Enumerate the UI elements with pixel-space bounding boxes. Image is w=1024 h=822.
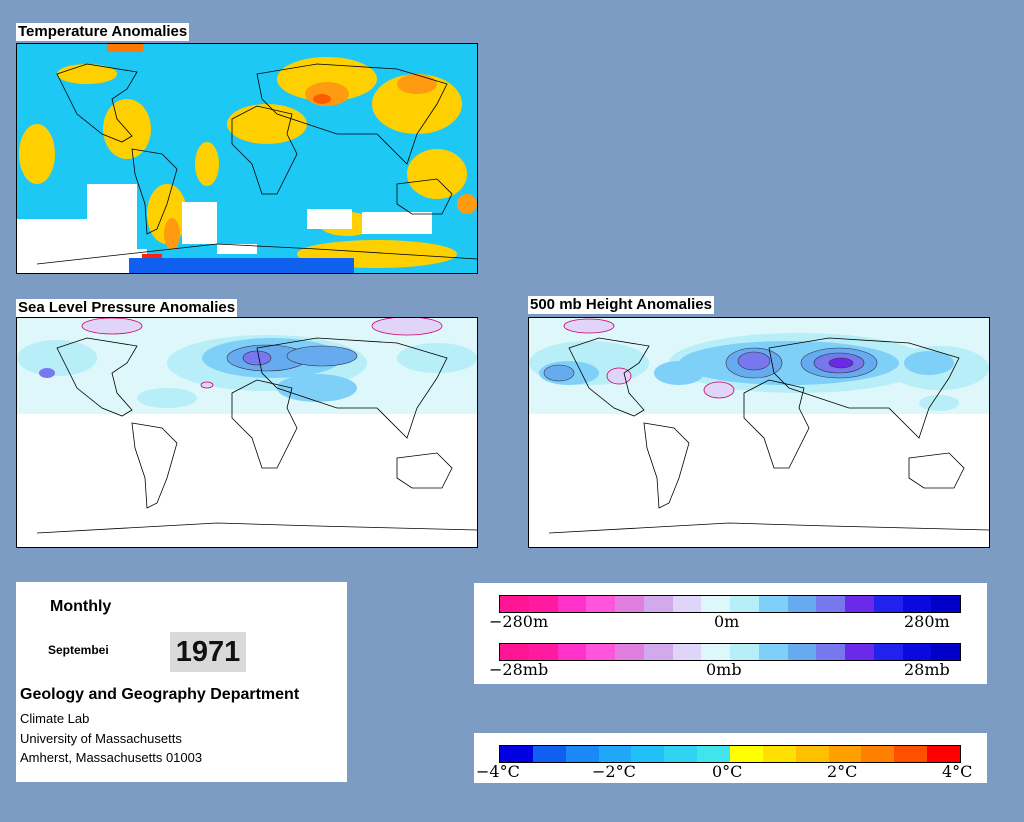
temperature-color-swatch — [730, 746, 763, 762]
temperature-color-swatch — [500, 746, 533, 762]
height-500mb-title: 500 mb Height Anomalies — [528, 296, 714, 314]
pressure-color-swatch — [787, 644, 817, 660]
temperature-color-swatch — [861, 746, 895, 762]
height-min-label: −280m — [489, 612, 549, 631]
height-color-swatch — [816, 596, 845, 612]
pressure-color-swatch — [643, 644, 673, 660]
height-max-label: 280m — [904, 612, 950, 631]
temperature-color-swatch — [795, 746, 829, 762]
sea-level-pressure-title: Sea Level Pressure Anomalies — [16, 299, 238, 317]
pressure-color-swatch — [902, 644, 932, 660]
pressure-min-label: −28mb — [489, 660, 549, 679]
height-color-swatch — [586, 596, 615, 612]
temperature-anomaly-map — [16, 43, 478, 274]
temperature-color-swatch — [697, 746, 731, 762]
temperature-color-swatch — [664, 746, 698, 762]
height-color-swatch — [528, 596, 558, 612]
height-500mb-map — [528, 317, 990, 548]
pressure-color-swatch — [701, 644, 730, 660]
height-color-swatch — [873, 596, 903, 612]
pressure-color-swatch — [528, 644, 558, 660]
height-color-swatch — [615, 596, 644, 612]
pressure-color-swatch — [500, 644, 529, 660]
department-name: Geology and Geography Department — [20, 686, 300, 703]
height-color-bar — [499, 595, 961, 613]
temperature-color-swatch — [927, 746, 961, 762]
height-mid-label: 0m — [714, 612, 740, 631]
height-color-swatch — [500, 596, 529, 612]
temperature-color-swatch — [762, 746, 796, 762]
temperature-color-swatch — [894, 746, 928, 762]
info-panel: Monthly Septembei 1971 Geology and Geogr… — [16, 582, 347, 782]
temperature-anomalies-title: Temperature Anomalies — [16, 23, 190, 41]
temp-label-plus4: 4°C — [942, 762, 973, 781]
height-color-swatch — [845, 596, 874, 612]
height-color-swatch — [902, 596, 932, 612]
pressure-color-swatch — [845, 644, 874, 660]
pressure-color-bar — [499, 643, 961, 661]
temperature-color-swatch — [598, 746, 632, 762]
pressure-max-label: 28mb — [904, 660, 950, 679]
pressure-color-swatch — [730, 644, 759, 660]
temp-label-plus2: 2°C — [827, 762, 858, 781]
month-label: Septembei — [48, 643, 109, 657]
temperature-color-swatch — [565, 746, 599, 762]
period-label: Monthly — [50, 598, 112, 615]
height-color-swatch — [643, 596, 673, 612]
pressure-color-swatch — [586, 644, 615, 660]
height-color-swatch — [931, 596, 960, 612]
pressure-color-swatch — [816, 644, 845, 660]
temperature-legend: −4°C −2°C 0°C 2°C 4°C — [474, 733, 987, 783]
temp-label-minus2: −2°C — [592, 762, 636, 781]
pressure-color-swatch — [557, 644, 587, 660]
height-color-swatch — [730, 596, 759, 612]
temperature-color-swatch — [532, 746, 566, 762]
info-line-lab: Climate Lab — [20, 711, 90, 726]
height-pressure-legend: −280m 0m 280m −28mb 0mb 28mb — [474, 583, 987, 684]
pressure-color-swatch — [758, 644, 788, 660]
info-line-university: University of Massachusetts — [20, 731, 182, 746]
height-color-swatch — [701, 596, 730, 612]
temperature-color-swatch — [631, 746, 665, 762]
height-color-swatch — [758, 596, 788, 612]
sea-level-pressure-map — [16, 317, 478, 548]
pressure-color-swatch — [931, 644, 960, 660]
year-display: 1971 — [170, 632, 246, 672]
pressure-color-swatch — [615, 644, 644, 660]
height-color-swatch — [672, 596, 702, 612]
temp-label-minus4: −4°C — [476, 762, 520, 781]
temperature-color-bar — [499, 745, 961, 763]
height-color-swatch — [787, 596, 817, 612]
pressure-color-swatch — [873, 644, 903, 660]
pressure-mid-label: 0mb — [706, 660, 742, 679]
height-color-swatch — [557, 596, 587, 612]
temperature-color-swatch — [828, 746, 862, 762]
info-line-address: Amherst, Massachusetts 01003 — [20, 750, 203, 765]
temp-label-zero: 0°C — [712, 762, 743, 781]
pressure-color-swatch — [672, 644, 702, 660]
